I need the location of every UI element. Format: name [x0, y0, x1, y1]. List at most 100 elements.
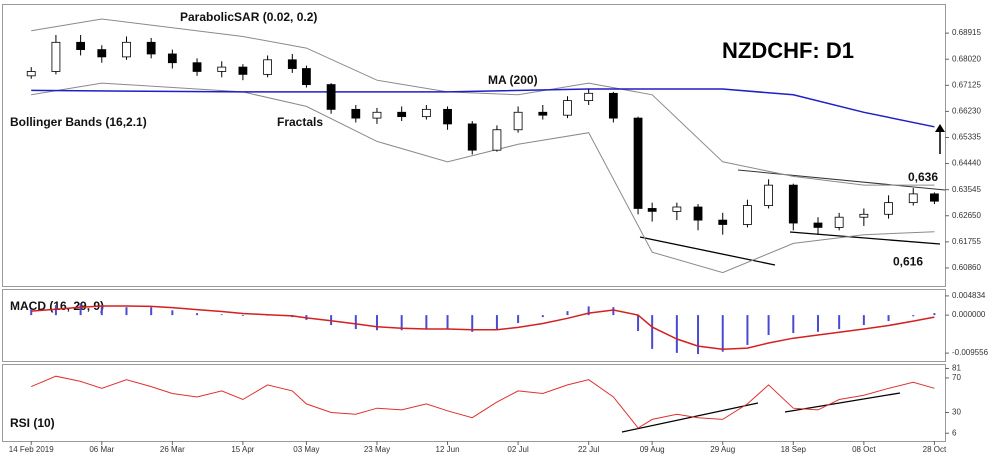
macd-bar	[375, 315, 378, 331]
macd-bar	[933, 313, 936, 316]
candle-body	[326, 84, 336, 110]
candle-body	[693, 206, 703, 221]
indicator-label: RSI (10)	[10, 416, 55, 430]
y-tick-label: 0.62650	[952, 211, 981, 220]
macd-bar	[912, 315, 915, 317]
candle-body	[97, 49, 107, 58]
macd-bar	[838, 315, 841, 330]
y-tick-label: 0.68915	[952, 28, 981, 37]
macd-bar	[587, 306, 590, 316]
macd-signal	[31, 305, 935, 351]
candle-body	[167, 53, 177, 64]
macd-bar	[425, 315, 428, 329]
candle-body	[930, 193, 939, 202]
macd-bar	[792, 315, 795, 334]
indicator-label: ParabolicSAR (0.02, 0.2)	[180, 10, 317, 24]
x-tick-label: 02 Jul	[507, 445, 529, 454]
indicator-label: Fractals	[277, 115, 323, 129]
candle-body	[217, 66, 227, 72]
macd-bar	[651, 315, 654, 349]
macd-panel	[2, 289, 946, 362]
candle-body	[192, 62, 202, 72]
x-tick-label: 26 Mar	[160, 445, 185, 454]
candle-body	[908, 193, 918, 204]
x-tick-label: 29 Aug	[710, 445, 735, 454]
candle-body	[672, 206, 682, 212]
candle-body	[351, 108, 361, 119]
y-tick-label: 6	[952, 428, 957, 437]
macd-bar	[767, 315, 770, 336]
candle-body	[743, 205, 752, 225]
candle-body	[76, 41, 86, 50]
candle-body	[421, 108, 431, 118]
macd-bar	[220, 314, 223, 316]
x-tick-label: 08 Oct	[852, 445, 876, 454]
macd-bar	[517, 315, 520, 324]
candle-body	[584, 92, 594, 102]
candle-body	[647, 208, 657, 212]
y-tick-label: 0.67125	[952, 80, 981, 89]
y-tick-label: 0.004834	[952, 291, 986, 300]
x-tick-label: 23 May	[364, 445, 390, 454]
x-tick-label: 09 Aug	[640, 445, 665, 454]
macd-bar	[862, 315, 865, 326]
macd-bar	[150, 307, 153, 316]
y-tick-label: 0.63545	[952, 185, 981, 194]
candle-body	[834, 216, 844, 228]
macd-bar	[746, 315, 749, 345]
candle-body	[718, 219, 728, 225]
bollinger-band	[31, 18, 935, 186]
macd-bar	[241, 315, 244, 316]
y-tick-label: 0.61755	[952, 237, 981, 246]
candle-body	[859, 213, 869, 218]
annotation: 0,616	[893, 255, 923, 269]
y-tick-label: -0.009556	[952, 348, 989, 357]
y-tick-label: 0.68020	[952, 54, 981, 63]
annotation: 0,636	[908, 170, 938, 184]
macd-bar	[196, 313, 199, 316]
x-tick-label: 28 Oct	[923, 445, 947, 454]
x-tick-label: 22 Jul	[578, 445, 600, 454]
macd-bar	[566, 311, 569, 316]
candle-body	[26, 71, 36, 77]
candle-body	[467, 123, 477, 151]
candle-body	[633, 117, 643, 209]
indicator-label: MA (200)	[488, 73, 538, 87]
candle-body	[51, 41, 61, 72]
candle-body	[146, 41, 156, 55]
trend-line	[621, 402, 759, 433]
y-tick-label: 81	[952, 364, 961, 373]
y-tick-label: 0.60860	[952, 263, 981, 272]
candle-body	[563, 100, 572, 116]
y-tick-label: 70	[952, 373, 961, 382]
price-panel	[2, 4, 946, 287]
ma-line	[31, 88, 935, 128]
rsi-line	[31, 375, 935, 429]
candle-body	[813, 222, 823, 228]
candle-body	[788, 184, 798, 224]
macd-bar	[697, 315, 700, 355]
candle-body	[238, 66, 248, 75]
candle-body	[764, 184, 773, 206]
macd-bar	[30, 309, 33, 316]
arrow-head	[935, 124, 945, 132]
candle-body	[492, 129, 502, 151]
macd-bar	[446, 315, 449, 330]
indicator-label: Bollinger Bands (16,2.1)	[10, 115, 147, 129]
y-tick-label: 30	[952, 408, 961, 417]
x-tick-label: 18 Sep	[781, 445, 807, 454]
macd-bar	[816, 315, 819, 332]
candle-body	[443, 108, 452, 125]
chart-title: NZDCHF: D1	[722, 38, 854, 63]
trend-line	[737, 169, 946, 191]
macd-bar	[79, 303, 82, 316]
y-tick-label: 0.65335	[952, 133, 981, 142]
x-tick-label: 14 Feb 2019	[9, 445, 54, 454]
macd-bar	[675, 315, 678, 353]
candle-body	[884, 202, 893, 215]
candle-body	[513, 111, 523, 131]
x-tick-label: 15 Apr	[231, 445, 254, 454]
candle-body	[538, 111, 548, 116]
